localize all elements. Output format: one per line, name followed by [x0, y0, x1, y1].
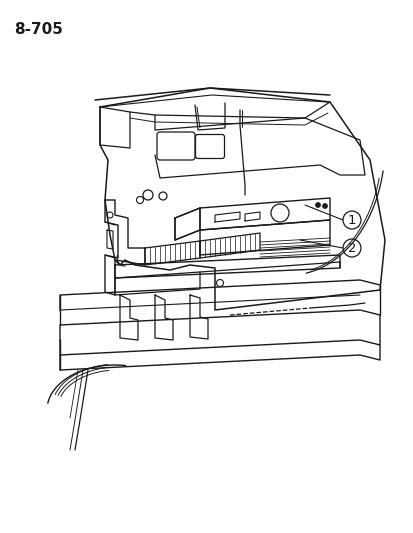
Text: 8-705: 8-705: [14, 22, 63, 37]
Text: 1: 1: [347, 214, 356, 227]
Circle shape: [315, 203, 320, 207]
Text: 2: 2: [347, 241, 356, 254]
Circle shape: [322, 204, 327, 208]
